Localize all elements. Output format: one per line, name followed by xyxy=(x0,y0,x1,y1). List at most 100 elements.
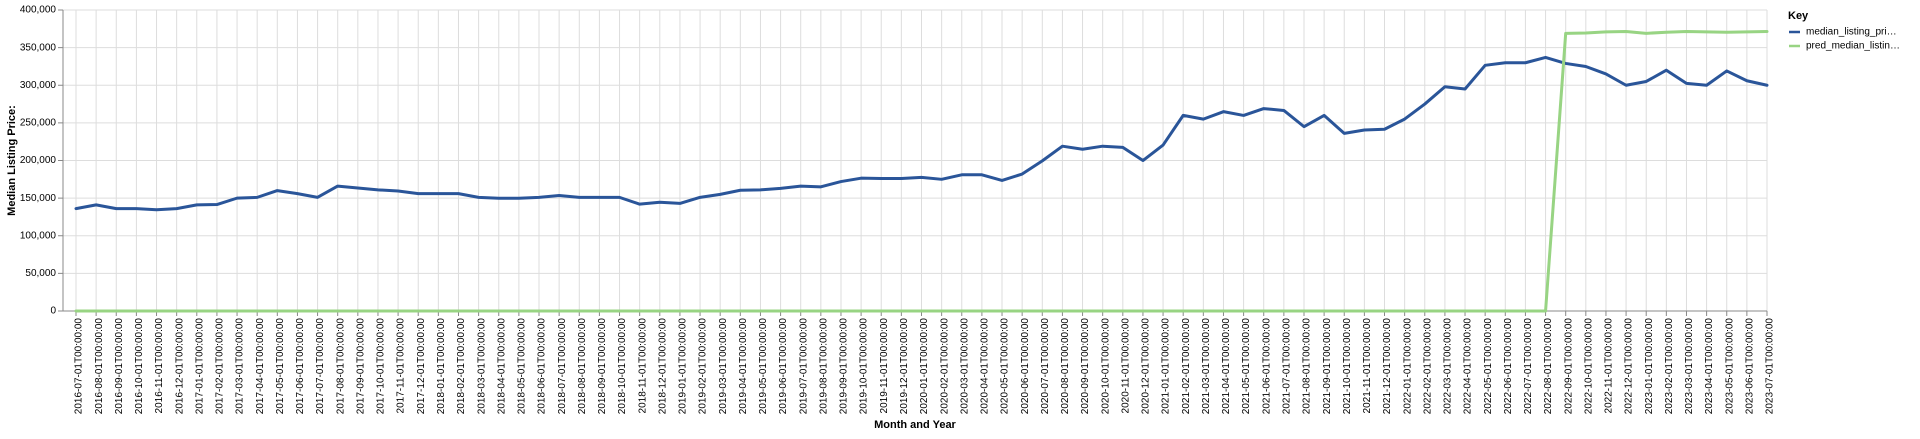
x-tick-label: 2016-10-01T00:00:00 xyxy=(134,318,145,415)
x-tick-label: 2019-02-01T00:00:00 xyxy=(698,318,709,415)
x-tick-label: 2016-12-01T00:00:00 xyxy=(174,318,185,415)
x-tick-label: 2017-11-01T00:00:00 xyxy=(396,318,407,414)
x-tick-label: 2018-11-01T00:00:00 xyxy=(637,318,648,414)
x-tick-label: 2021-05-01T00:00:00 xyxy=(1241,318,1252,415)
y-axis-title: Median Listing Price: xyxy=(6,105,18,216)
x-tick-label: 2020-03-01T00:00:00 xyxy=(959,318,970,415)
x-tick-label: 2021-07-01T00:00:00 xyxy=(1281,318,1292,415)
x-tick-label: 2017-04-01T00:00:00 xyxy=(255,318,266,415)
y-tick-label: 150,000 xyxy=(20,193,57,204)
y-tick-label: 250,000 xyxy=(20,118,57,129)
x-tick-label: 2016-09-01T00:00:00 xyxy=(114,318,125,415)
x-tick-label: 2017-10-01T00:00:00 xyxy=(376,318,387,415)
x-axis-title: Month and Year xyxy=(874,419,956,431)
x-tick-label: 2023-06-01T00:00:00 xyxy=(1745,318,1756,415)
x-tick-label: 2017-09-01T00:00:00 xyxy=(355,318,366,415)
y-tick-label: 0 xyxy=(50,306,56,317)
series-lines xyxy=(74,29,1769,313)
x-tick-label: 2017-06-01T00:00:00 xyxy=(295,318,306,415)
y-tick-label: 50,000 xyxy=(25,268,56,279)
x-tick-label: 2018-05-01T00:00:00 xyxy=(517,318,528,415)
y-tick-label: 300,000 xyxy=(20,80,57,91)
x-tick-label: 2017-03-01T00:00:00 xyxy=(235,318,246,415)
x-tick-label: 2019-01-01T00:00:00 xyxy=(678,318,689,415)
x-tick-label: 2017-08-01T00:00:00 xyxy=(335,318,346,415)
x-tick-label: 2017-12-01T00:00:00 xyxy=(416,318,427,415)
x-tick-label: 2022-02-01T00:00:00 xyxy=(1422,318,1433,415)
x-tick-label: 2020-05-01T00:00:00 xyxy=(1000,318,1011,415)
x-tick-label: 2022-04-01T00:00:00 xyxy=(1463,318,1474,415)
x-tick-label: 2019-09-01T00:00:00 xyxy=(839,318,850,415)
x-tick-label: 2018-03-01T00:00:00 xyxy=(476,318,487,415)
x-tick-label: 2023-02-01T00:00:00 xyxy=(1664,318,1675,415)
x-tick-label: 2020-11-01T00:00:00 xyxy=(1120,318,1131,414)
x-tick-label: 2016-07-01T00:00:00 xyxy=(74,318,85,415)
x-tick-label: 2019-06-01T00:00:00 xyxy=(778,318,789,415)
x-tick-label: 2018-09-01T00:00:00 xyxy=(597,318,608,415)
x-tick-label: 2018-08-01T00:00:00 xyxy=(577,318,588,415)
series-line-1 xyxy=(74,55,1769,212)
x-tick-label: 2017-02-01T00:00:00 xyxy=(215,318,226,415)
x-tick-label: 2018-04-01T00:00:00 xyxy=(496,318,507,415)
x-tick-label: 2022-11-01T00:00:00 xyxy=(1604,318,1615,414)
x-tick-label: 2022-03-01T00:00:00 xyxy=(1443,318,1454,415)
x-tick-label: 2021-03-01T00:00:00 xyxy=(1201,318,1212,415)
x-tick-label: 2018-10-01T00:00:00 xyxy=(617,318,628,415)
x-tick-label: 2019-05-01T00:00:00 xyxy=(758,318,769,415)
legend-title: Key xyxy=(1788,10,1809,22)
x-tick-label: 2021-02-01T00:00:00 xyxy=(1181,318,1192,415)
y-tick-label: 200,000 xyxy=(20,155,57,166)
x-tick-label: 2019-08-01T00:00:00 xyxy=(818,318,829,415)
x-tick-label: 2021-04-01T00:00:00 xyxy=(1221,318,1232,415)
x-tick-label: 2022-08-01T00:00:00 xyxy=(1543,318,1554,415)
x-tick-label: 2020-02-01T00:00:00 xyxy=(939,318,950,415)
x-tick-label: 2022-01-01T00:00:00 xyxy=(1402,318,1413,415)
x-tick-label: 2022-05-01T00:00:00 xyxy=(1483,318,1494,415)
x-tick-label: 2020-10-01T00:00:00 xyxy=(1100,318,1111,415)
x-tick-label: 2023-01-01T00:00:00 xyxy=(1644,318,1655,415)
x-tick-label: 2022-12-01T00:00:00 xyxy=(1624,318,1635,415)
x-tick-label: 2016-08-01T00:00:00 xyxy=(94,318,105,415)
x-tick-label: 2018-06-01T00:00:00 xyxy=(537,318,548,415)
x-tick-label: 2020-04-01T00:00:00 xyxy=(980,318,991,415)
x-tick-label: 2018-02-01T00:00:00 xyxy=(456,318,467,415)
x-tick-label: 2018-07-01T00:00:00 xyxy=(557,318,568,415)
legend-label-1: median_listing_pri… xyxy=(1806,27,1897,38)
x-tick-label: 2019-03-01T00:00:00 xyxy=(718,318,729,415)
x-tick-label: 2019-07-01T00:00:00 xyxy=(798,318,809,415)
x-tick-label: 2017-07-01T00:00:00 xyxy=(315,318,326,415)
x-tick-label: 2023-04-01T00:00:00 xyxy=(1704,318,1715,415)
x-tick-label: 2018-01-01T00:00:00 xyxy=(436,318,447,415)
x-tick-label: 2022-07-01T00:00:00 xyxy=(1523,318,1534,415)
x-tick-label: 2021-08-01T00:00:00 xyxy=(1302,318,1313,415)
y-tick-label: 100,000 xyxy=(20,230,57,241)
x-tick-label: 2017-01-01T00:00:00 xyxy=(194,318,205,415)
x-tick-label: 2018-12-01T00:00:00 xyxy=(657,318,668,415)
x-tick-label: 2021-11-01T00:00:00 xyxy=(1362,318,1373,414)
x-tick-label: 2021-06-01T00:00:00 xyxy=(1261,318,1272,415)
x-tick-label: 2019-12-01T00:00:00 xyxy=(899,318,910,415)
gridlines xyxy=(63,9,1768,312)
x-tick-label: 2023-07-01T00:00:00 xyxy=(1765,318,1776,415)
x-tick-label: 2020-07-01T00:00:00 xyxy=(1040,318,1051,415)
axes: 0 50,000 100,000 150,000 200,000 250,000 300,0… xyxy=(20,5,1776,415)
x-tick-label: 2021-12-01T00:00:00 xyxy=(1382,318,1393,415)
x-tick-label: 2017-05-01T00:00:00 xyxy=(275,318,286,415)
series-line-2 xyxy=(74,29,1769,313)
x-tick-label: 2022-09-01T00:00:00 xyxy=(1563,318,1574,415)
x-tick-label: 2020-09-01T00:00:00 xyxy=(1080,318,1091,415)
x-tick-label: 2021-09-01T00:00:00 xyxy=(1322,318,1333,415)
x-tick-label: 2022-06-01T00:00:00 xyxy=(1503,318,1514,415)
x-tick-label: 2020-08-01T00:00:00 xyxy=(1060,318,1071,415)
x-tick-label: 2016-11-01T00:00:00 xyxy=(154,318,165,414)
x-tick-label: 2020-12-01T00:00:00 xyxy=(1141,318,1152,415)
legend-label-2: pred_median_listin… xyxy=(1806,41,1900,52)
x-tick-label: 2023-03-01T00:00:00 xyxy=(1684,318,1695,415)
x-tick-label: 2022-10-01T00:00:00 xyxy=(1583,318,1594,415)
x-tick-label: 2019-10-01T00:00:00 xyxy=(859,318,870,415)
x-tick-label: 2019-11-01T00:00:00 xyxy=(879,318,890,414)
x-tick-label: 2021-01-01T00:00:00 xyxy=(1161,318,1172,415)
x-tick-label: 2020-01-01T00:00:00 xyxy=(919,318,930,415)
